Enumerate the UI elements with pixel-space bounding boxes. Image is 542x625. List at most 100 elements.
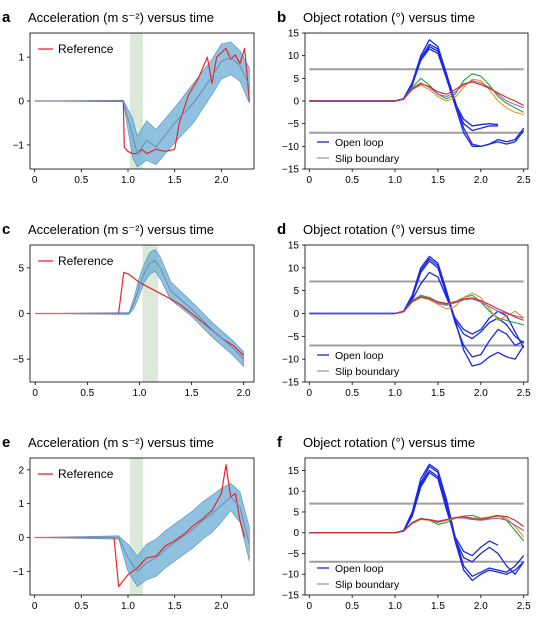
panel-title-f: Object rotation (°) versus time bbox=[303, 435, 475, 450]
y-tick-label: 5 bbox=[293, 286, 299, 297]
rotation-trace-7 bbox=[309, 81, 524, 107]
y-tick-label: −10 bbox=[282, 355, 299, 366]
x-tick-label: 1.5 bbox=[168, 601, 182, 612]
x-tick-label: 0.5 bbox=[74, 601, 88, 612]
y-tick-label: 15 bbox=[288, 466, 300, 477]
x-tick-label: 0 bbox=[32, 388, 38, 399]
panel-b: b Object rotation (°) versus time 0 0.5 1.0 1… bbox=[277, 9, 531, 186]
mean-line bbox=[34, 496, 250, 572]
rotation-trace-3 bbox=[309, 48, 499, 127]
y-tick-label: 10 bbox=[288, 51, 300, 62]
mean-line bbox=[34, 56, 250, 155]
panel-letter-c: c bbox=[2, 221, 10, 238]
legend-label-reference: Reference bbox=[58, 42, 114, 56]
x-tick-label: 2.0 bbox=[474, 388, 488, 399]
legend-label-open-loop: Open loop bbox=[335, 350, 384, 362]
x-tick-label: 1.0 bbox=[388, 388, 402, 399]
panel-a: a Acceleration (m s⁻²) versus time 0 0.5 1.0… bbox=[2, 9, 255, 186]
rotation-trace-1 bbox=[309, 45, 525, 147]
panel-d: d Object rotation (°) versus time 0 0.5 1.0 1… bbox=[277, 221, 531, 399]
panel-e: e Acceleration (m s⁻²) versus time 0 0.5 1.0… bbox=[2, 434, 255, 612]
y-tick-label: −15 bbox=[282, 591, 299, 602]
rotation-trace-5 bbox=[309, 78, 524, 116]
panel-title-e: Acceleration (m s⁻²) versus time bbox=[28, 435, 214, 450]
y-tick-label: 5 bbox=[293, 74, 299, 85]
x-tick-label: 1.5 bbox=[168, 175, 182, 186]
rotation-trace-3 bbox=[309, 471, 499, 557]
x-tick-label: 0.5 bbox=[345, 388, 359, 399]
panel-c: c Acceleration (m s⁻²) versus time 0 0.5 1.0… bbox=[2, 221, 255, 399]
legend-label-open-loop: Open loop bbox=[335, 563, 384, 575]
x-tick-label: 2.5 bbox=[517, 388, 531, 399]
panel-title-d: Object rotation (°) versus time bbox=[303, 222, 475, 237]
panel-letter-a: a bbox=[2, 9, 11, 26]
x-tick-label: 1.5 bbox=[431, 601, 445, 612]
x-tick-label: 0.5 bbox=[74, 175, 88, 186]
panel-letter-b: b bbox=[277, 9, 286, 26]
panel-title-a: Acceleration (m s⁻²) versus time bbox=[28, 10, 214, 25]
y-tick-label: 0 bbox=[18, 309, 24, 320]
legend-label-reference: Reference bbox=[58, 254, 114, 268]
panel-title-c: Acceleration (m s⁻²) versus time bbox=[28, 222, 214, 237]
x-tick-label: 1.5 bbox=[431, 388, 445, 399]
y-tick-label: −5 bbox=[288, 332, 300, 343]
panel-f: f Object rotation (°) versus time 0 0.5 1.0 1… bbox=[277, 434, 531, 612]
x-tick-label: 1.5 bbox=[431, 175, 445, 186]
y-tick-label: −1 bbox=[13, 140, 25, 151]
y-tick-label: 10 bbox=[288, 487, 300, 498]
x-tick-label: 2.0 bbox=[474, 601, 488, 612]
y-tick-label: −15 bbox=[282, 165, 299, 176]
y-tick-label: 15 bbox=[288, 29, 300, 40]
rotation-trace-2 bbox=[309, 260, 525, 344]
y-tick-label: 0 bbox=[18, 533, 24, 544]
legend-label-slip-boundary: Slip boundary bbox=[335, 579, 400, 591]
y-tick-label: −15 bbox=[282, 378, 299, 389]
y-tick-label: 0 bbox=[293, 309, 299, 320]
panel-title-b: Object rotation (°) versus time bbox=[303, 10, 475, 25]
y-tick-label: −5 bbox=[288, 119, 300, 130]
panel-letter-e: e bbox=[2, 434, 10, 451]
x-tick-label: 1.0 bbox=[121, 601, 135, 612]
rotation-trace-2 bbox=[309, 469, 525, 575]
x-tick-label: 2.0 bbox=[474, 175, 488, 186]
y-tick-label: 2 bbox=[18, 465, 24, 476]
y-tick-label: −1 bbox=[13, 567, 25, 578]
x-tick-label: 1.0 bbox=[388, 601, 402, 612]
mean-line bbox=[35, 259, 244, 360]
legend-label-reference: Reference bbox=[58, 467, 114, 481]
x-tick-label: 0.5 bbox=[345, 175, 359, 186]
y-tick-label: 1 bbox=[18, 53, 24, 64]
rotation-trace-2 bbox=[309, 43, 498, 132]
x-tick-label: 2.0 bbox=[214, 601, 228, 612]
y-tick-label: 0 bbox=[18, 97, 24, 108]
y-tick-label: 10 bbox=[288, 263, 300, 274]
x-tick-label: 2.5 bbox=[517, 601, 531, 612]
x-tick-label: 1.0 bbox=[132, 388, 146, 399]
y-tick-label: 0 bbox=[293, 97, 299, 108]
x-tick-label: 0 bbox=[32, 175, 38, 186]
x-tick-label: 0.5 bbox=[80, 388, 94, 399]
y-tick-label: 5 bbox=[293, 507, 299, 518]
x-tick-label: 0 bbox=[307, 388, 313, 399]
x-tick-label: 1.0 bbox=[121, 175, 135, 186]
y-tick-label: −10 bbox=[282, 142, 299, 153]
x-tick-label: 1.5 bbox=[185, 388, 199, 399]
y-tick-label: 1 bbox=[18, 499, 24, 510]
y-tick-label: 15 bbox=[288, 241, 300, 252]
legend-label-slip-boundary: Slip boundary bbox=[335, 153, 400, 165]
legend-label-open-loop: Open loop bbox=[335, 137, 384, 149]
y-tick-label: 5 bbox=[18, 263, 24, 274]
panel-letter-d: d bbox=[277, 221, 286, 238]
y-tick-label: 0 bbox=[293, 528, 299, 539]
x-tick-label: 2.0 bbox=[214, 175, 228, 186]
x-tick-label: 2.0 bbox=[237, 388, 251, 399]
plot-frame bbox=[304, 457, 529, 596]
rotation-trace-7 bbox=[309, 515, 525, 534]
y-tick-label: −5 bbox=[13, 355, 25, 366]
x-tick-label: 0 bbox=[32, 601, 38, 612]
rotation-trace-7 bbox=[309, 296, 524, 321]
x-tick-label: 2.5 bbox=[517, 175, 531, 186]
rotation-trace-6 bbox=[309, 80, 524, 109]
plot-frame bbox=[29, 457, 255, 596]
x-tick-label: 0.5 bbox=[345, 601, 359, 612]
